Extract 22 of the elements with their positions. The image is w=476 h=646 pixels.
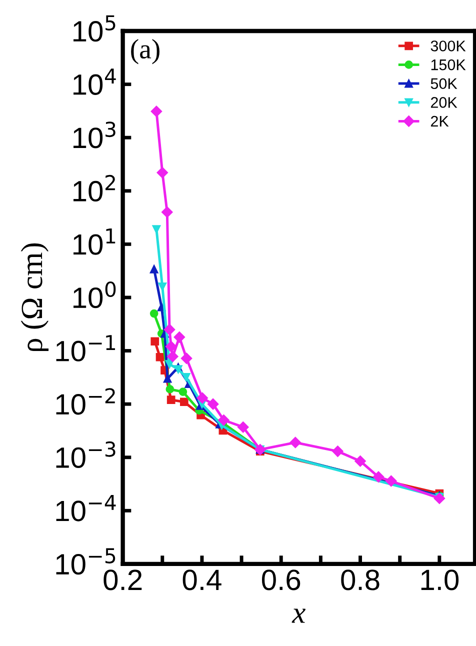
x-tick-label: 0.8 — [341, 570, 380, 590]
y-tick-label: 10$^{2}$ — [74, 174, 115, 202]
y-tick-label: 10$^{3}$ — [74, 122, 116, 148]
x-tick-label: 0.6 — [262, 570, 300, 590]
legend-label: 150K — [431, 59, 466, 70]
y-axis-title: ρ (Ω cm) — [20, 243, 49, 351]
y-tick-label: 10$^{−3}$ — [56, 441, 116, 468]
y-tick-label: 10$^{−2}$ — [56, 388, 115, 415]
y-tick-label: 10$^{−4}$ — [56, 494, 116, 522]
y-tick-label: 10$^{5}$ — [74, 15, 116, 42]
y-tick-label: 10$^{0}$ — [74, 282, 116, 308]
legend-label: 50K — [430, 78, 458, 90]
legend-label: 20K — [430, 97, 458, 108]
annotation: (a) — [131, 39, 160, 64]
y-tick-label: 10$^{−1}$ — [56, 335, 116, 362]
x-tick-label: 0.4 — [182, 570, 222, 590]
legend-label: 2K — [430, 116, 449, 127]
x-tick-label: 1.0 — [421, 570, 459, 590]
legend-label: 300K — [430, 40, 466, 52]
y-tick-label: 10$^{1}$ — [74, 228, 116, 255]
y-tick-label: 10$^{4}$ — [74, 68, 116, 95]
x-axis-title: x — [292, 608, 306, 623]
